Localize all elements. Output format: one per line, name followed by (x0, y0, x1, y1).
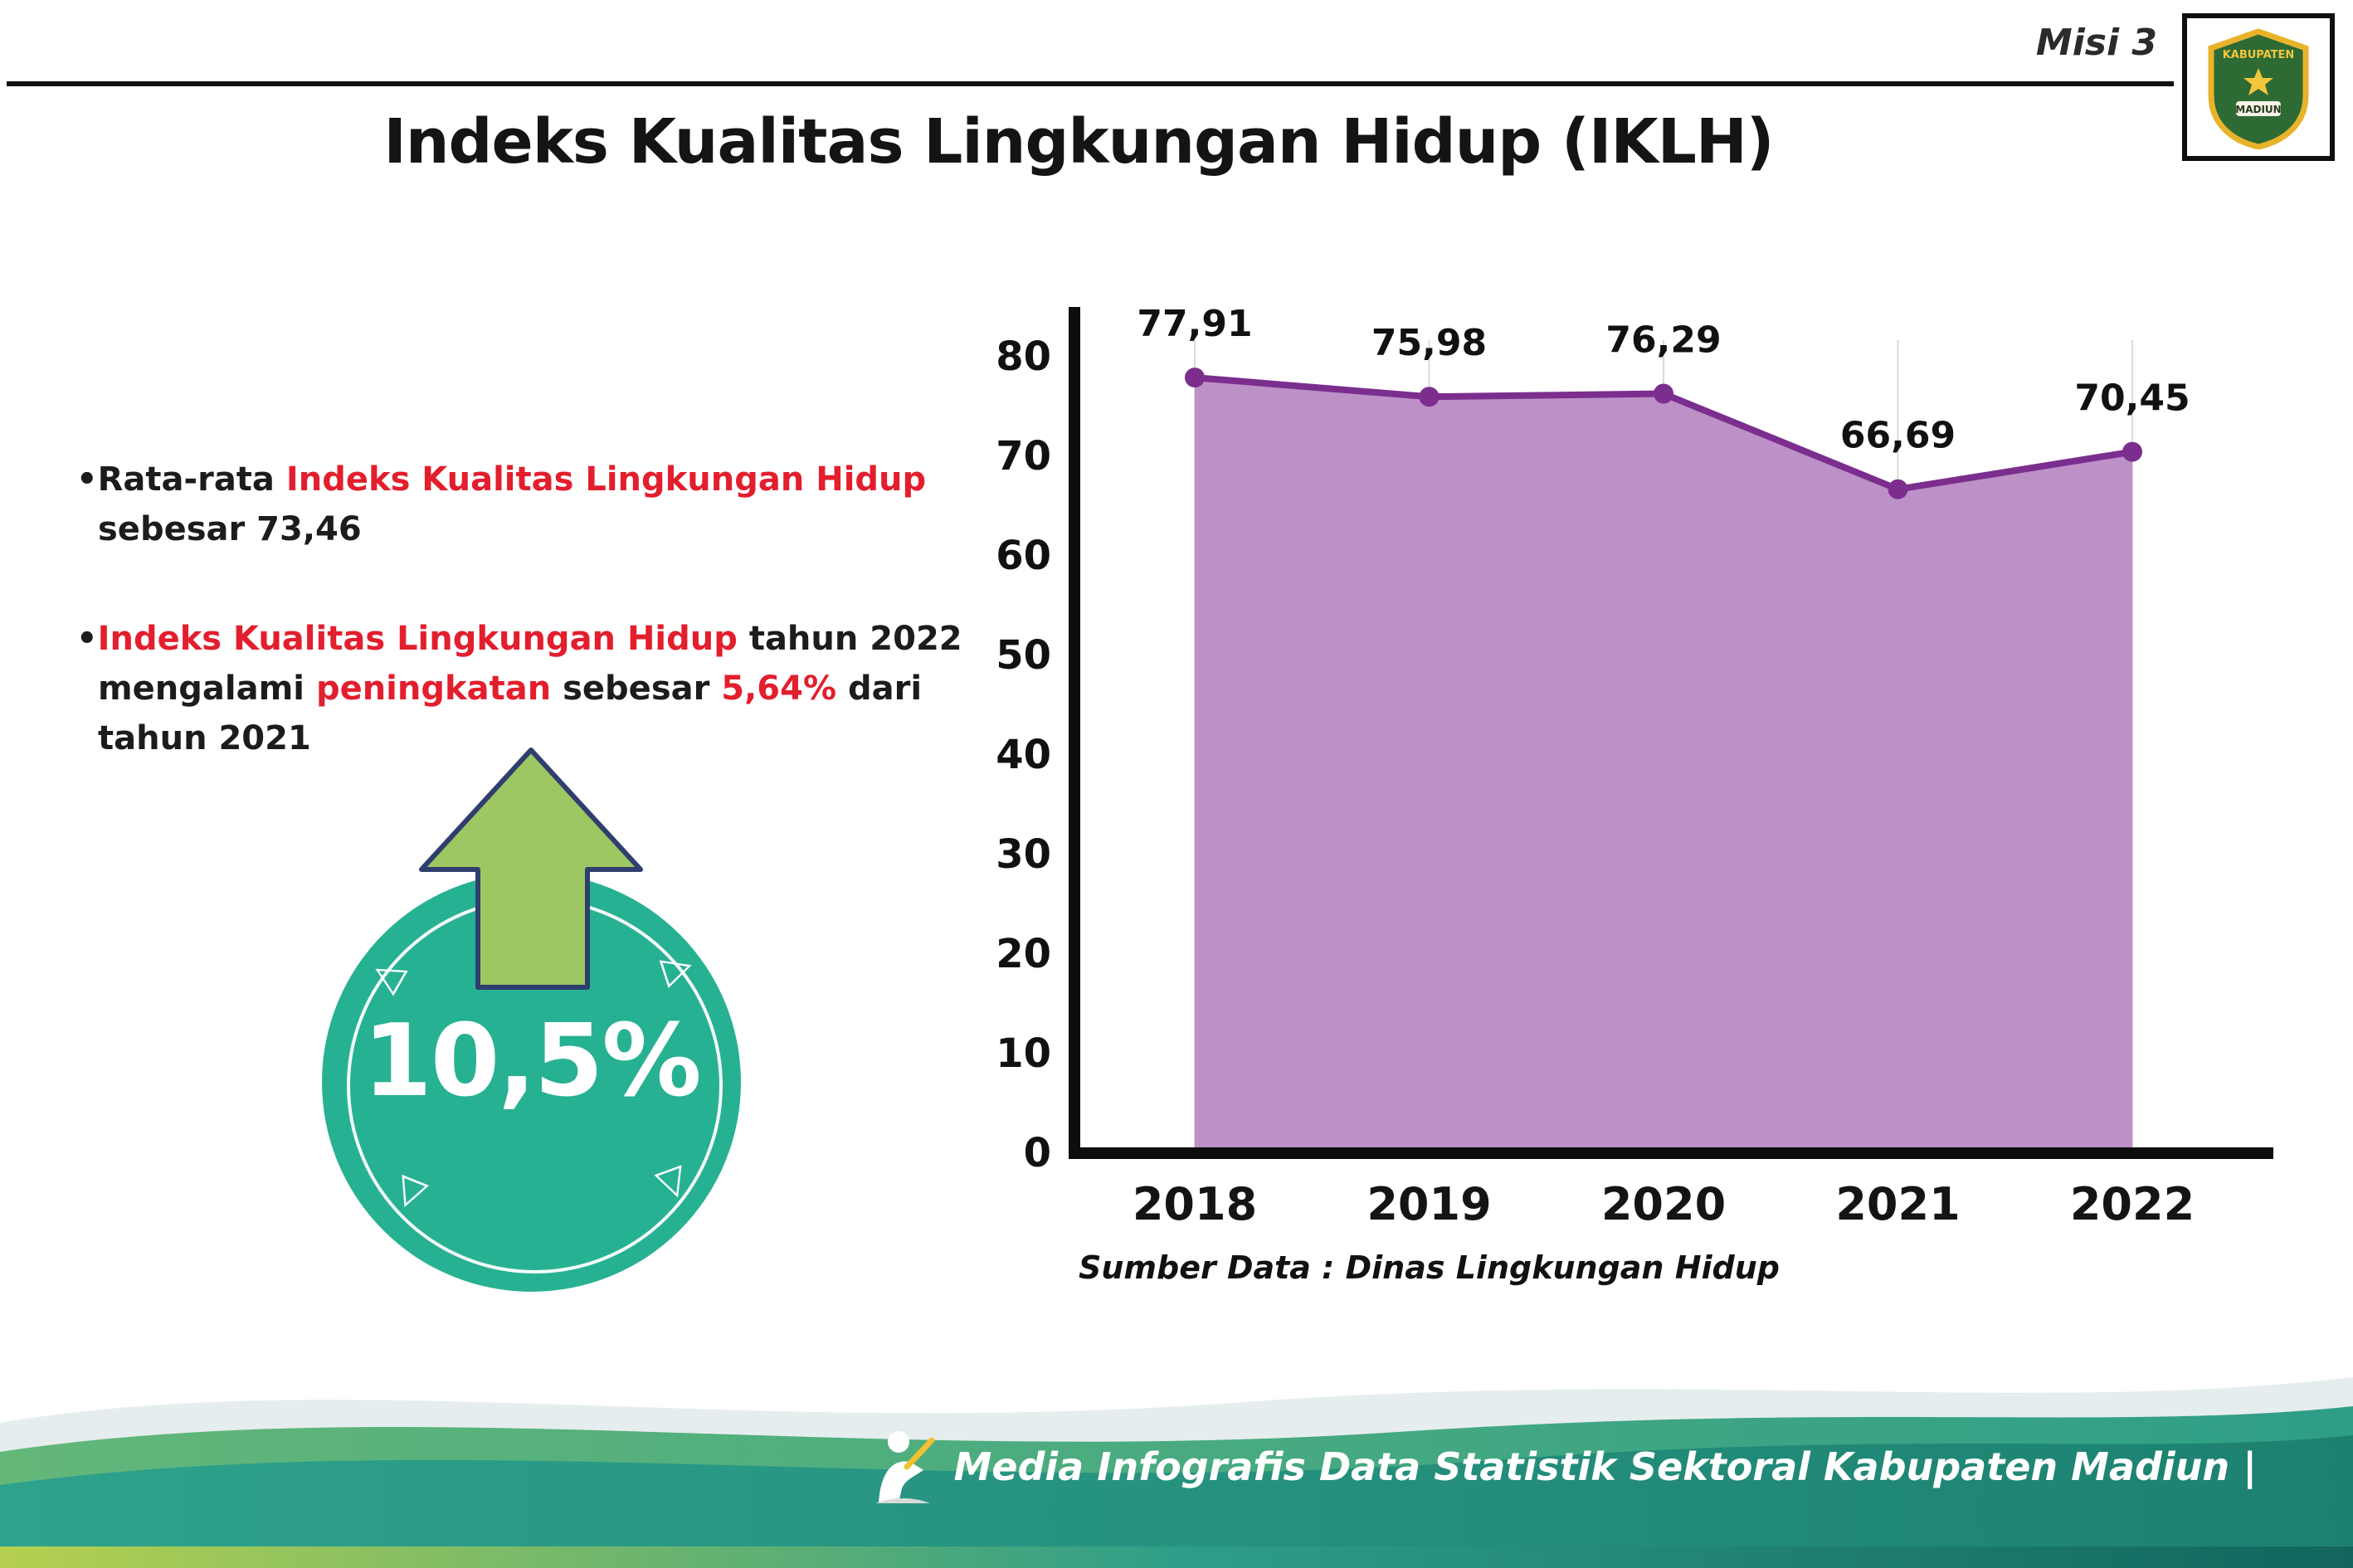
x-tick-label: 2022 (2070, 1178, 2195, 1230)
b2-highlight-2: peningkatan (315, 670, 552, 708)
kabupaten-madiun-logo: KABUPATEN MADIUN (2182, 13, 2335, 161)
y-tick-label: 20 (996, 931, 1051, 977)
b1-line2: sebesar 73,46 (98, 510, 362, 548)
data-point (1888, 479, 1908, 499)
up-arrow-icon (419, 747, 643, 990)
bullet-average-iklh: Rata-rata Indeks Kualitas Lingkungan Hid… (76, 455, 1135, 554)
misi-label: Misi 3 (2035, 22, 2157, 64)
b2-highlight-1: Indeks Kualitas Lingkungan Hidup (97, 620, 738, 658)
x-tick-label: 2018 (1133, 1178, 1257, 1230)
b1-text: Rata-rata (97, 460, 286, 499)
chart-canvas: 77,91 75,98 76,29 66,69 70,45 0 10 20 30 40 50 60 70… (996, 303, 2273, 1230)
value-label: 70,45 (2074, 377, 2190, 420)
value-label: 77,91 (1137, 303, 1252, 345)
chart-source-note: Sumber Data : Dinas Lingkungan Hidup (1079, 1249, 1780, 1286)
crest-icon: KABUPATEN MADIUN (2208, 28, 2309, 149)
b2-text-1: tahun 2022 (737, 620, 962, 658)
bullet-increase-2022: Indeks Kualitas Lingkungan Hidup tahun 2… (76, 614, 1135, 763)
value-label: 66,69 (1840, 415, 1956, 457)
x-tick-label: 2019 (1366, 1178, 1491, 1230)
data-point (1419, 387, 1440, 407)
b2-text-4: dari (836, 670, 923, 708)
iklh-area-chart: 77,91 75,98 76,29 66,69 70,45 0 10 20 30 40 50 60 70… (971, 290, 2298, 1269)
crest-bottom-text: MADIUN (2235, 104, 2281, 115)
y-tick-label: 30 (996, 831, 1051, 878)
footer-caption: Media Infografis Data Statistik Sektoral… (865, 1427, 2257, 1507)
b2-text-3: sebesar (551, 670, 722, 708)
b1-highlight: Indeks Kualitas Lingkungan Hidup (285, 460, 927, 499)
value-label: 76,29 (1605, 319, 1721, 362)
x-tick-label: 2020 (1601, 1178, 1726, 1230)
b2-highlight-3: 5,64% (721, 670, 837, 708)
b2-text-2: mengalami (98, 670, 316, 708)
y-tick-label: 70 (996, 433, 1051, 480)
y-tick-label: 40 (996, 732, 1051, 778)
mascot-icon (875, 1431, 935, 1503)
y-tick-label: 10 (996, 1030, 1051, 1077)
y-tick-label: 50 (996, 632, 1051, 679)
page-title: Indeks Kualitas Lingkungan Hidup (IKLH) (383, 106, 1774, 178)
value-label: 75,98 (1371, 322, 1487, 364)
footer-caption-text: Media Infografis Data Statistik Sektoral… (953, 1444, 2257, 1489)
y-tick-label: 0 (1024, 1130, 1051, 1176)
y-tick-label: 80 (996, 334, 1051, 380)
y-tick-label: 60 (996, 533, 1051, 579)
data-point (2122, 441, 2142, 462)
footer-wave-decoration (0, 1377, 2353, 1568)
x-tick-label: 2021 (1835, 1178, 1960, 1230)
data-point (1185, 368, 1205, 388)
area-fill (1195, 377, 2132, 1153)
increase-percentage: 10,5% (363, 1004, 701, 1119)
header-rule (7, 81, 2174, 86)
crest-top-text: KABUPATEN (2223, 49, 2295, 61)
b2-text-5: tahun 2021 (98, 719, 311, 757)
data-point (1654, 383, 1673, 404)
